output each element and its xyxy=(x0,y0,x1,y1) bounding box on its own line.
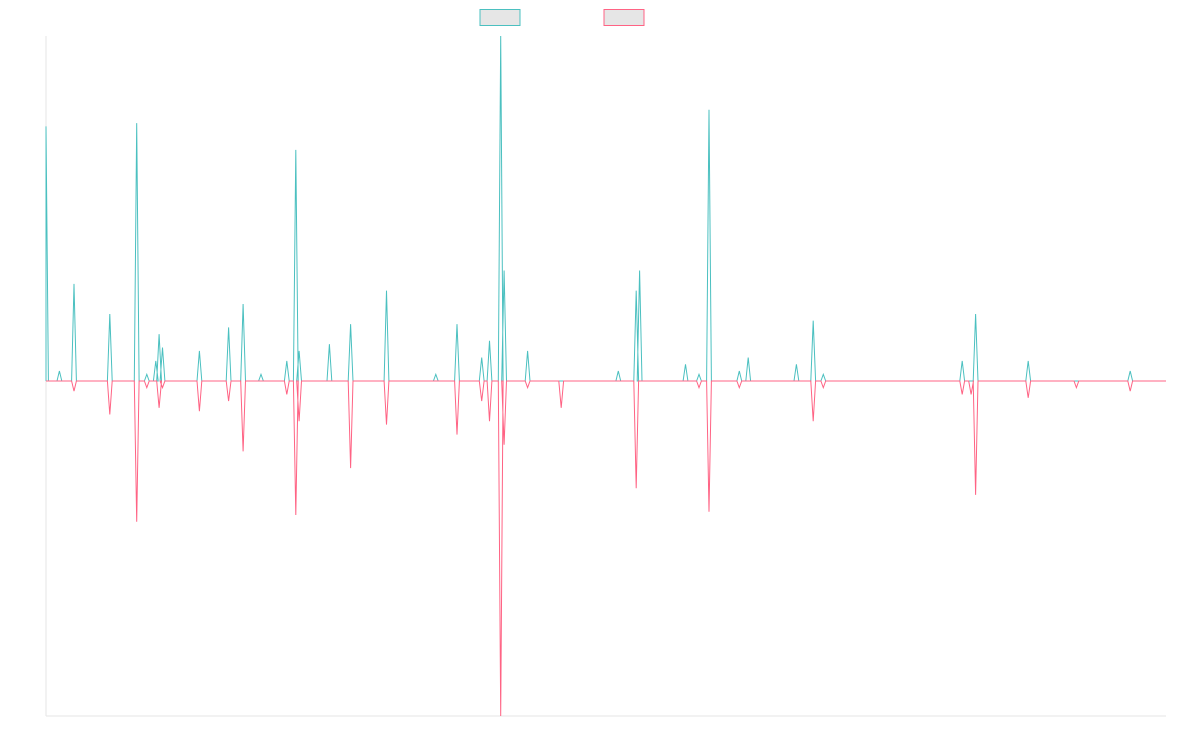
series-line-negative xyxy=(46,380,1166,717)
series-line-positive xyxy=(45,35,1166,382)
legend-swatch-negative[interactable] xyxy=(603,9,645,26)
legend-swatch-positive[interactable] xyxy=(479,9,521,26)
legend[interactable] xyxy=(479,9,645,26)
axes xyxy=(45,36,1166,717)
plot-area xyxy=(45,35,1166,717)
